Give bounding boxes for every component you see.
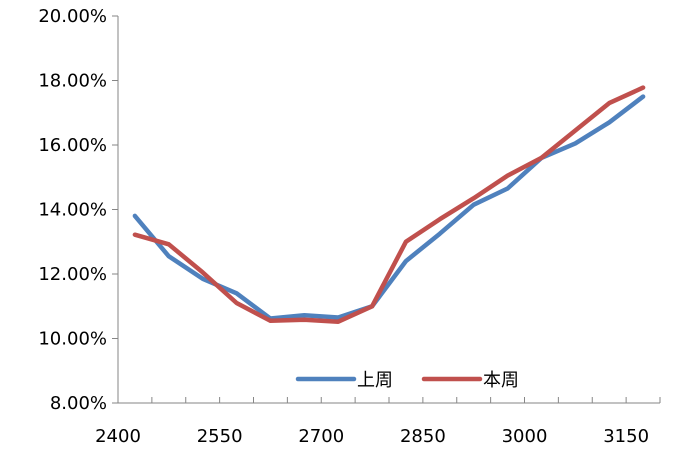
y-tick-label: 16.00%: [38, 135, 107, 156]
series-line-1: [132, 94, 646, 321]
y-tick-label: 18.00%: [38, 71, 107, 92]
legend-label-1: 上周: [357, 370, 393, 391]
y-tick-label: 12.00%: [38, 264, 107, 285]
x-tick-label: 3150: [603, 426, 649, 447]
y-tick-label: 8.00%: [50, 393, 107, 414]
x-tick-label: 2550: [197, 426, 243, 447]
x-tick-label: 2400: [95, 426, 141, 447]
y-tick-label: 10.00%: [38, 329, 107, 350]
y-tick-label: 20.00%: [38, 6, 107, 27]
axes: 8.00% 10.00% 12.00% 14.00% 16.00% 18.00% 20.00…: [38, 6, 661, 447]
x-tick-label: 2700: [298, 426, 344, 447]
y-tick-label: 14.00%: [38, 200, 107, 221]
legend: 上周 本周: [295, 370, 519, 391]
x-tick-label: 3000: [502, 426, 548, 447]
legend-label-2: 本周: [483, 370, 519, 391]
series-line-2: [132, 85, 646, 324]
series-lines: [132, 85, 646, 324]
x-tick-label: 2850: [400, 426, 446, 447]
